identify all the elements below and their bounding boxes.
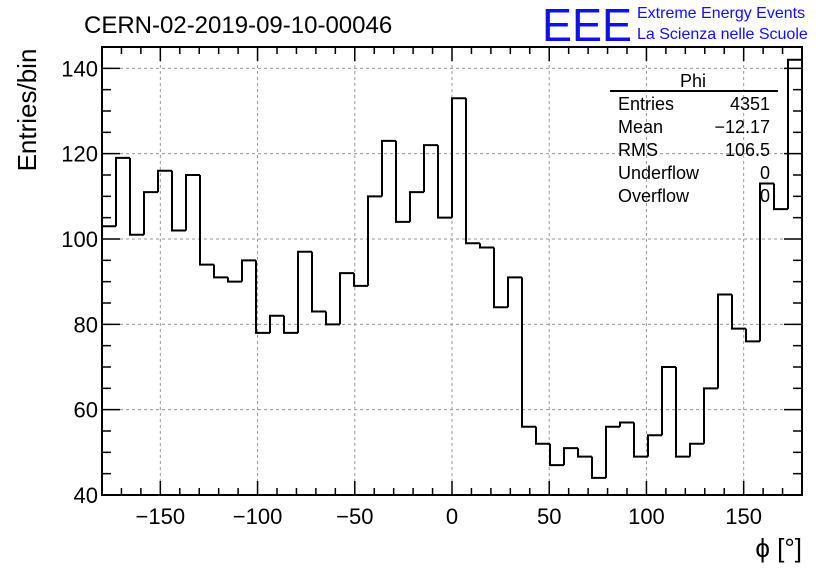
- histogram-bin: [633, 422, 648, 458]
- histogram-bin: [297, 250, 312, 333]
- histogram-bin: [773, 183, 788, 211]
- histogram-bin: [325, 311, 340, 326]
- stats-label-entries: Entries: [618, 94, 674, 114]
- stats-label-overflow: Overflow: [618, 186, 690, 206]
- histogram-bin: [619, 421, 634, 427]
- histogram-bin: [661, 366, 676, 436]
- histogram-bin: [759, 182, 774, 342]
- stats-value-underflow: 0: [760, 163, 770, 183]
- stats-value-entries: 4351: [730, 94, 770, 114]
- y-tick-label: 120: [61, 142, 98, 167]
- histogram-bin: [367, 195, 382, 286]
- histogram-bin: [227, 277, 242, 283]
- histogram-bin: [213, 264, 228, 279]
- y-axis-title: Entries/bin: [12, 49, 42, 172]
- histogram-bin: [521, 277, 536, 428]
- histogram-bin: [577, 448, 592, 458]
- x-tick-label: −100: [233, 504, 283, 529]
- y-tick-label: 60: [74, 398, 98, 423]
- histogram-bin: [703, 387, 718, 444]
- grid-lines: [102, 47, 802, 496]
- histogram-bin: [731, 294, 746, 330]
- histogram-bin: [171, 170, 186, 232]
- x-tick-label: −150: [136, 504, 186, 529]
- histogram-bin: [129, 157, 144, 236]
- histogram-bin: [283, 315, 298, 334]
- histogram-bin: [143, 191, 158, 235]
- logo-line-1: Extreme Energy Events: [637, 5, 805, 22]
- histogram-bin: [311, 251, 326, 313]
- histogram-bin: [269, 314, 284, 333]
- histogram-bin: [745, 328, 760, 343]
- stats-label-mean: Mean: [618, 117, 663, 137]
- tick-labels: −150 −100 −50 0 50 100 150 40 60 80 100 120 140: [61, 56, 762, 529]
- logo-line-2: La Scienza nelle Scuole: [637, 26, 808, 43]
- histogram-bin: [395, 140, 410, 223]
- logo-mark: EEE: [542, 0, 632, 51]
- histogram-bin: [647, 434, 662, 457]
- histogram-bin: [563, 447, 578, 466]
- histogram-bin: [255, 260, 270, 334]
- histogram-bin: [353, 273, 368, 287]
- x-tick-label: 0: [446, 504, 458, 529]
- stats-value-mean: −12.17: [714, 117, 770, 137]
- x-tick-label: −50: [336, 504, 373, 529]
- stats-label-rms: RMS: [618, 140, 658, 160]
- histogram-bin: [605, 425, 620, 478]
- histogram-bin: [787, 58, 803, 495]
- histogram-bin: [423, 144, 438, 193]
- histogram-bin: [493, 247, 508, 309]
- histogram-bin: [535, 426, 550, 445]
- y-tick-label: 80: [74, 312, 98, 337]
- histogram-bin: [465, 98, 480, 245]
- histogram-bin: [549, 443, 564, 467]
- histogram-bin: [101, 225, 116, 495]
- chart-title: CERN-02-2019-09-10-00046: [84, 12, 392, 39]
- histogram-bin: [185, 174, 200, 231]
- histogram-bin: [479, 243, 494, 249]
- histogram-bin: [115, 156, 130, 227]
- histogram-bin: [591, 456, 606, 479]
- stats-title: Phi: [680, 71, 706, 91]
- histogram-bin: [241, 259, 256, 282]
- stats-value-overflow: 0: [760, 186, 770, 206]
- y-tick-label: 40: [74, 483, 98, 508]
- x-axis-title: ϕ [°]: [755, 533, 802, 563]
- y-tick-label: 100: [61, 227, 98, 252]
- histogram-bin: [675, 367, 690, 458]
- x-tick-label: 100: [628, 504, 665, 529]
- histogram-bin: [451, 97, 466, 218]
- histogram-bin: [507, 276, 522, 308]
- axis-ticks: [101, 46, 803, 496]
- histogram-bin: [437, 145, 452, 219]
- stats-value-rms: 106.5: [725, 140, 770, 160]
- x-tick-label: 50: [537, 504, 561, 529]
- stats-box: Phi Entries 4351 Mean −12.17 RMS 106.5 U…: [610, 71, 778, 206]
- histogram-bin: [409, 191, 424, 222]
- histogram-bin: [157, 169, 172, 193]
- histogram-bin: [717, 293, 732, 389]
- y-tick-label: 140: [61, 56, 98, 81]
- histogram-bin: [199, 175, 214, 266]
- histogram-bin: [339, 272, 354, 325]
- histogram-bin: [689, 442, 704, 457]
- eee-logo: EEE Extreme Energy Events La Scienza nel…: [542, 0, 808, 51]
- x-tick-label: 150: [725, 504, 762, 529]
- histogram-bin: [381, 139, 396, 197]
- stats-label-underflow: Underflow: [618, 163, 700, 183]
